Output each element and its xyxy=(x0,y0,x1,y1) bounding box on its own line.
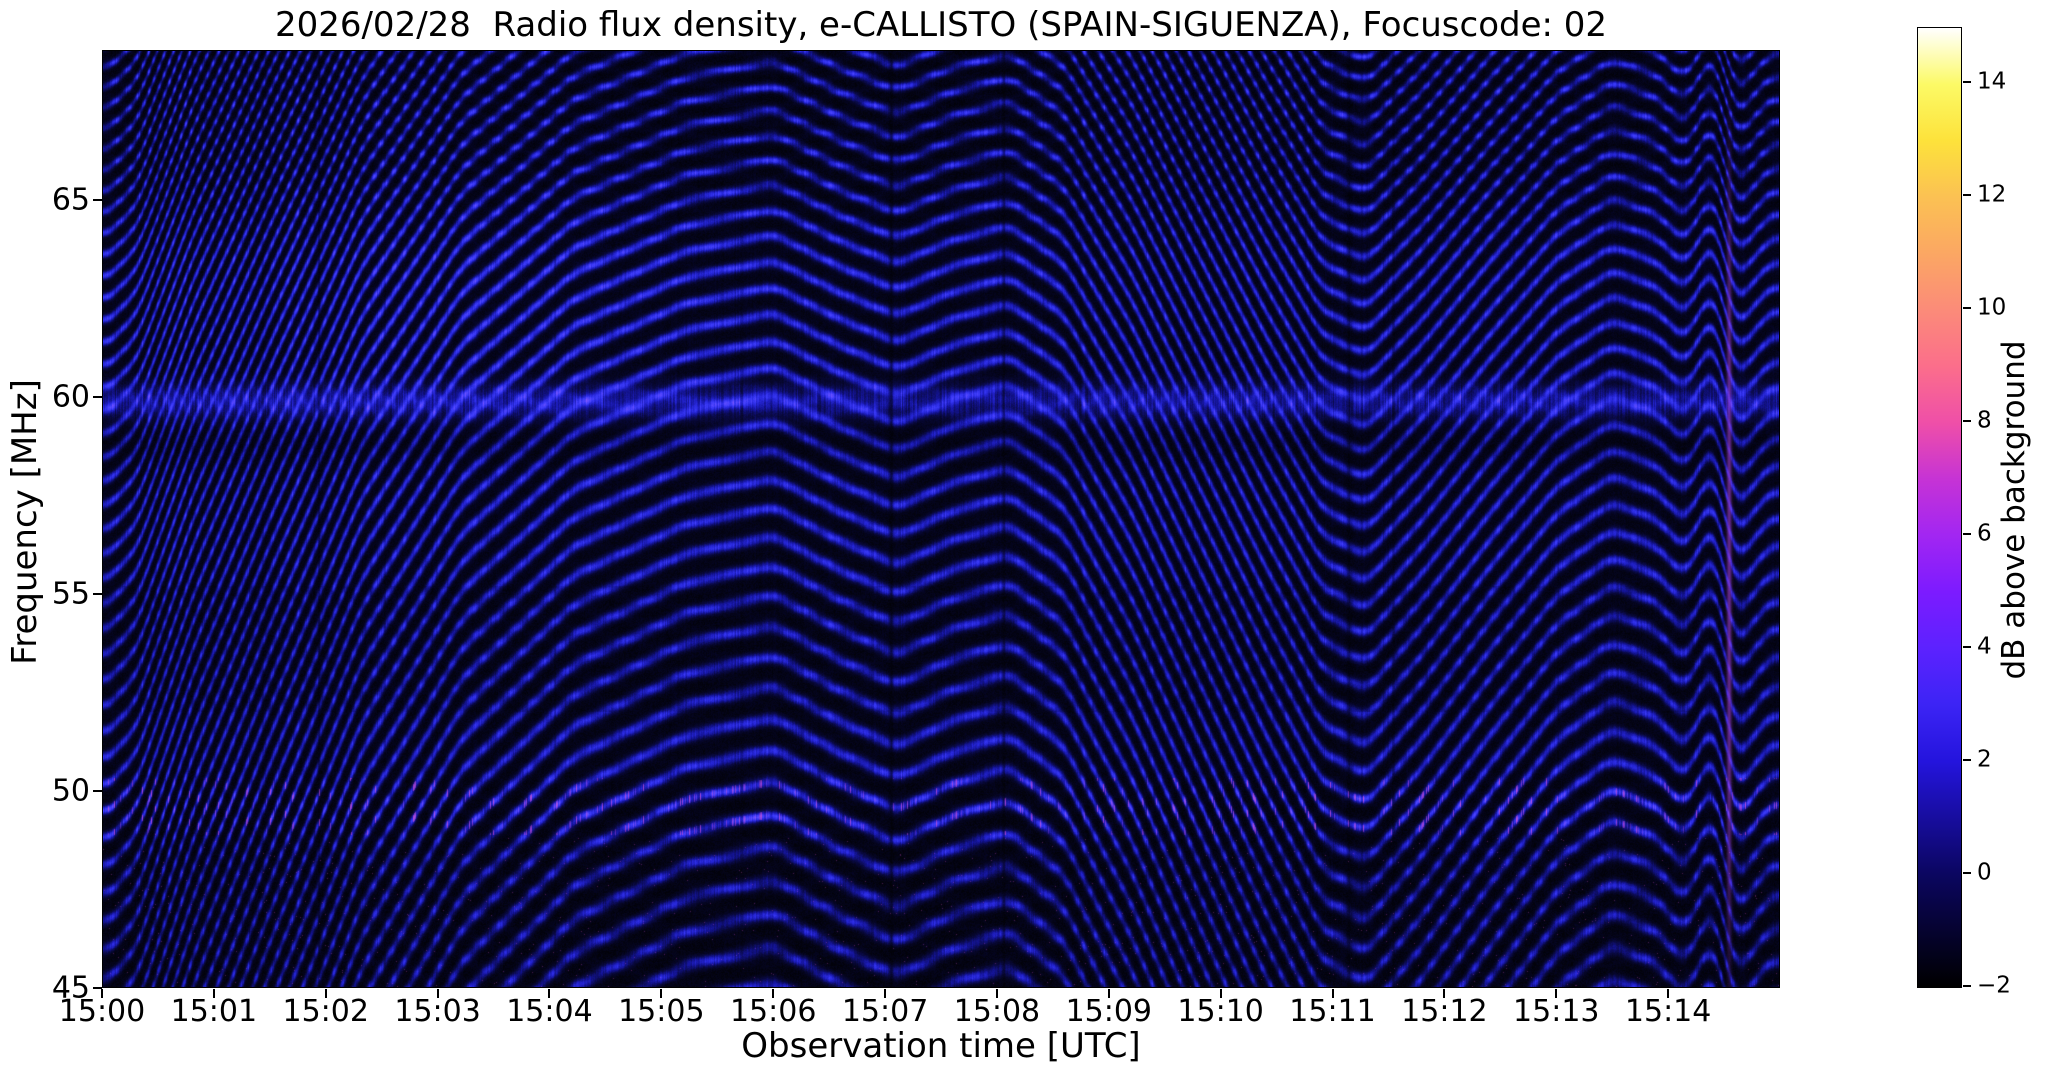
chart-title: 2026/02/28 Radio flux density, e-CALLIST… xyxy=(274,5,1608,45)
colorbar-tick-label: 2 xyxy=(1977,746,1992,773)
colorbar-tick-label: 6 xyxy=(1977,520,1992,547)
x-tick-mark xyxy=(436,989,439,998)
x-tick-label: 15:02 xyxy=(282,994,369,1029)
x-tick-label: 15:03 xyxy=(394,994,481,1029)
colorbar-tick-label: 10 xyxy=(1977,294,2007,321)
y-tick-mark xyxy=(93,987,102,989)
spectrogram-heatmap-canvas xyxy=(103,51,1779,987)
x-tick-label: 15:10 xyxy=(1177,994,1264,1029)
x-tick-mark xyxy=(1331,989,1334,998)
x-tick-label: 15:12 xyxy=(1401,994,1488,1029)
x-tick-mark xyxy=(1667,989,1670,998)
x-tick-label: 15:13 xyxy=(1513,994,1600,1029)
x-tick-mark xyxy=(884,989,887,998)
colorbar-tick-label: 14 xyxy=(1977,68,2007,95)
x-tick-label: 15:09 xyxy=(1065,994,1153,1029)
colorbar-tick-mark xyxy=(1963,985,1971,987)
x-tick-label: 15:11 xyxy=(1289,994,1376,1029)
x-tick-label: 15:08 xyxy=(953,994,1041,1029)
x-tick-mark xyxy=(1219,989,1222,998)
y-tick-label: 45 xyxy=(51,970,90,1006)
colorbar-label: dB above background xyxy=(1996,340,2032,680)
colorbar-tick-mark xyxy=(1963,307,1971,309)
x-tick-label: 15:06 xyxy=(729,994,817,1029)
x-tick-label: 15:01 xyxy=(170,994,258,1029)
x-axis-label: Observation time [UTC] xyxy=(741,1026,1141,1066)
y-tick-label: 55 xyxy=(51,576,90,612)
y-tick-label: 60 xyxy=(51,379,90,415)
colorbar-tick-label: −2 xyxy=(1977,972,2011,999)
colorbar-tick-mark xyxy=(1963,533,1971,535)
y-tick-mark xyxy=(93,396,102,398)
y-tick-mark xyxy=(93,593,102,595)
x-tick-label: 15:07 xyxy=(841,994,929,1029)
y-tick-label: 65 xyxy=(51,182,90,218)
x-tick-mark xyxy=(1555,989,1558,998)
colorbar-gradient xyxy=(1918,28,1961,987)
y-axis-label: Frequency [MHz] xyxy=(5,379,45,665)
x-tick-mark xyxy=(548,989,551,998)
x-tick-mark xyxy=(101,989,103,998)
x-tick-label: 15:05 xyxy=(618,994,705,1029)
colorbar-tick-label: 12 xyxy=(1977,181,2007,208)
x-tick-mark xyxy=(1107,989,1110,998)
colorbar-tick-label: 4 xyxy=(1977,633,1992,660)
x-tick-mark xyxy=(1443,989,1446,998)
x-tick-label: 15:04 xyxy=(506,994,593,1029)
colorbar-tick-label: 0 xyxy=(1977,859,1992,886)
colorbar-tick-label: 8 xyxy=(1977,407,1992,434)
colorbar-tick-mark xyxy=(1963,81,1971,83)
colorbar-tick-mark xyxy=(1963,646,1971,648)
colorbar-tick-mark xyxy=(1963,420,1971,422)
colorbar-tick-mark xyxy=(1963,872,1971,874)
x-tick-mark xyxy=(660,989,663,998)
y-tick-label: 50 xyxy=(51,773,90,809)
x-tick-mark xyxy=(212,989,215,998)
y-tick-mark xyxy=(93,790,102,792)
colorbar-tick-mark xyxy=(1963,759,1971,761)
x-tick-label: 15:14 xyxy=(1624,994,1712,1029)
x-tick-label: 15:00 xyxy=(58,994,146,1029)
x-tick-mark xyxy=(772,989,775,998)
x-tick-mark xyxy=(324,989,327,998)
colorbar-tick-mark xyxy=(1963,194,1971,196)
spectrogram-plot-area xyxy=(102,50,1780,988)
x-tick-mark xyxy=(995,989,998,998)
colorbar xyxy=(1917,27,1962,988)
y-tick-mark xyxy=(93,199,102,201)
